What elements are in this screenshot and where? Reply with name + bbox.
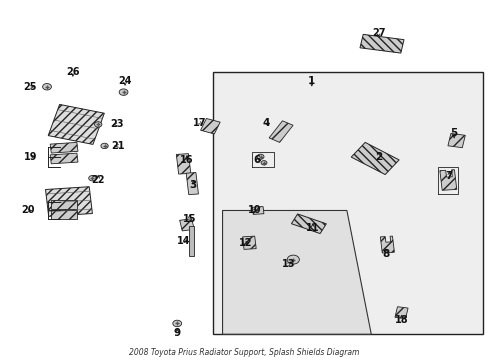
- Text: 2: 2: [374, 152, 382, 162]
- Text: 2008 Toyota Prius Radiator Support, Splash Shields Diagram: 2008 Toyota Prius Radiator Support, Spla…: [129, 348, 359, 357]
- Circle shape: [172, 320, 181, 327]
- Text: 17: 17: [192, 118, 206, 128]
- Circle shape: [88, 176, 96, 181]
- Polygon shape: [51, 200, 77, 209]
- Text: 21: 21: [111, 141, 124, 151]
- Bar: [291, 214, 325, 234]
- Polygon shape: [50, 153, 78, 164]
- Polygon shape: [51, 210, 77, 219]
- Text: 26: 26: [66, 67, 80, 77]
- Text: 9: 9: [173, 328, 181, 338]
- Bar: [268, 121, 292, 142]
- Bar: [212, 72, 483, 334]
- Text: 3: 3: [189, 180, 197, 190]
- Bar: [189, 226, 194, 256]
- Circle shape: [94, 122, 102, 127]
- Circle shape: [286, 255, 299, 264]
- Text: 7: 7: [445, 171, 452, 181]
- Polygon shape: [50, 143, 78, 153]
- Text: 13: 13: [281, 259, 295, 269]
- Text: 23: 23: [110, 120, 123, 129]
- Polygon shape: [439, 170, 456, 190]
- Text: 18: 18: [394, 315, 407, 325]
- Bar: [179, 219, 194, 231]
- Text: 11: 11: [305, 224, 319, 233]
- Text: 20: 20: [20, 206, 34, 216]
- Text: 8: 8: [382, 248, 389, 258]
- Text: 5: 5: [449, 129, 457, 138]
- Text: 25: 25: [23, 82, 37, 92]
- Circle shape: [261, 161, 266, 165]
- Bar: [350, 143, 398, 175]
- Text: 15: 15: [183, 215, 196, 224]
- Text: 4: 4: [262, 118, 269, 128]
- Text: 14: 14: [177, 236, 190, 246]
- Polygon shape: [380, 236, 394, 253]
- Bar: [447, 134, 465, 148]
- Text: 1: 1: [307, 76, 315, 86]
- Bar: [242, 236, 256, 249]
- Bar: [48, 104, 104, 144]
- Circle shape: [101, 143, 108, 149]
- Circle shape: [119, 89, 128, 95]
- Text: 6: 6: [253, 155, 260, 165]
- Circle shape: [42, 84, 51, 90]
- Bar: [359, 34, 403, 53]
- Text: 10: 10: [247, 206, 261, 216]
- Bar: [186, 172, 198, 195]
- Text: 24: 24: [118, 76, 131, 86]
- Circle shape: [257, 154, 264, 159]
- Bar: [200, 118, 220, 134]
- Text: 22: 22: [91, 175, 105, 185]
- Text: 16: 16: [180, 155, 193, 165]
- Text: 12: 12: [238, 238, 252, 248]
- Polygon shape: [222, 211, 370, 334]
- Bar: [394, 307, 407, 319]
- Bar: [176, 154, 190, 174]
- Bar: [45, 187, 92, 216]
- Bar: [252, 207, 264, 215]
- Text: 19: 19: [24, 152, 38, 162]
- Text: 27: 27: [371, 28, 385, 38]
